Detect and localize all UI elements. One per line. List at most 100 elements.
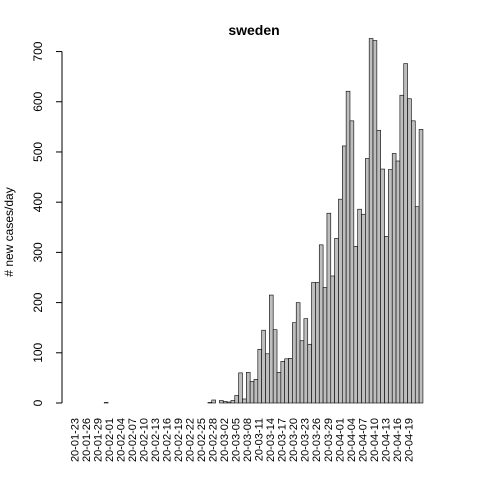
bar <box>253 379 259 404</box>
y-tick-label: 100 <box>31 342 45 362</box>
bar <box>299 340 305 404</box>
x-tick-label: 20-01-29 <box>92 418 104 462</box>
x-tick-label: 20-04-19 <box>403 418 415 462</box>
x-tick-label: 20-03-02 <box>219 418 231 462</box>
bar <box>341 145 347 404</box>
bar <box>230 400 236 404</box>
bar <box>284 358 289 404</box>
chart-title: sweden <box>228 22 279 38</box>
bar <box>384 236 389 404</box>
bars-group <box>103 38 424 404</box>
y-tick-label: 300 <box>31 242 45 262</box>
y-tick-label: 0 <box>31 399 45 406</box>
bar <box>376 130 381 404</box>
bar <box>330 275 335 404</box>
bar <box>295 302 301 404</box>
x-tick-label: 20-02-01 <box>104 418 116 462</box>
x-tick-label: 20-03-14 <box>265 418 277 462</box>
bar <box>226 401 232 404</box>
x-tick-label: 20-02-04 <box>115 418 127 462</box>
x-axis: 20-01-23 20-01-26 20-01-29 20-02-01 20-02-04… <box>69 418 415 462</box>
bar <box>257 348 262 404</box>
y-tick-label: 400 <box>31 192 45 212</box>
bar <box>303 318 309 404</box>
bar <box>315 282 320 404</box>
bar <box>269 294 274 404</box>
bar <box>357 208 362 404</box>
bar <box>391 153 397 404</box>
bar <box>334 238 339 404</box>
bar <box>261 329 266 404</box>
y-tick-label: 500 <box>31 142 45 162</box>
y-axis: 0 100 200 300 400 500 600 700 <box>31 41 63 406</box>
bar <box>265 353 270 404</box>
bar <box>407 98 412 404</box>
bar <box>211 399 216 404</box>
bar <box>234 395 239 404</box>
bar <box>411 120 416 404</box>
bar <box>288 358 293 404</box>
x-tick-label: 20-02-19 <box>173 418 185 462</box>
x-tick-label: 20-03-26 <box>311 418 323 462</box>
x-tick-label: 20-03-17 <box>277 418 289 462</box>
x-tick-label: 20-02-16 <box>161 418 173 462</box>
bar <box>246 372 251 404</box>
bar <box>372 40 378 404</box>
x-tick-label: 20-03-23 <box>300 418 312 462</box>
bar <box>361 213 366 404</box>
x-tick-label: 20-02-07 <box>127 418 139 462</box>
x-tick-label: 20-03-11 <box>254 418 266 461</box>
bar <box>292 322 297 404</box>
bar <box>395 160 401 404</box>
bar <box>219 400 224 404</box>
x-tick-label: 20-04-16 <box>392 418 404 462</box>
bar <box>338 198 343 404</box>
bar <box>403 63 408 404</box>
bar <box>307 343 312 404</box>
x-tick-label: 20-02-22 <box>185 418 197 462</box>
bar <box>388 169 393 404</box>
bar <box>242 398 247 404</box>
x-tick-label: 20-04-01 <box>334 418 346 462</box>
x-tick-label: 20-02-13 <box>150 418 162 462</box>
x-tick-label: 20-02-25 <box>196 418 208 462</box>
bar <box>322 287 328 404</box>
bar <box>249 381 255 404</box>
bar <box>414 206 420 404</box>
x-tick-label: 20-04-10 <box>369 418 381 462</box>
x-tick-label: 20-01-26 <box>81 418 93 462</box>
bar <box>311 282 316 404</box>
bar <box>399 94 405 404</box>
bar <box>345 90 351 404</box>
bar <box>418 129 424 404</box>
bar <box>276 372 282 404</box>
x-tick-label: 20-04-04 <box>346 418 358 462</box>
bar <box>103 402 109 404</box>
bar <box>380 168 385 404</box>
bar <box>280 361 285 404</box>
bar <box>353 246 358 404</box>
y-tick-label: 200 <box>31 292 45 312</box>
bar <box>318 244 324 404</box>
x-tick-label: 20-02-28 <box>208 418 220 462</box>
y-axis-label: # new cases/day <box>2 187 16 276</box>
y-tick-label: 600 <box>31 91 45 111</box>
x-tick-label: 20-04-07 <box>357 418 369 462</box>
bar <box>207 402 213 404</box>
bar <box>238 372 243 404</box>
bar <box>349 120 355 404</box>
bar <box>222 401 228 404</box>
x-tick-label: 20-03-08 <box>242 418 254 462</box>
bar <box>365 158 370 404</box>
x-tick-label: 20-03-29 <box>323 418 335 462</box>
y-tick-label: 700 <box>31 41 45 61</box>
bar <box>326 212 332 404</box>
bar <box>368 38 374 404</box>
x-tick-label: 20-04-13 <box>380 418 392 462</box>
bar <box>272 329 278 404</box>
x-tick-label: 20-01-23 <box>69 418 81 462</box>
x-tick-label: 20-03-05 <box>231 418 243 462</box>
x-tick-label: 20-02-10 <box>138 418 150 462</box>
